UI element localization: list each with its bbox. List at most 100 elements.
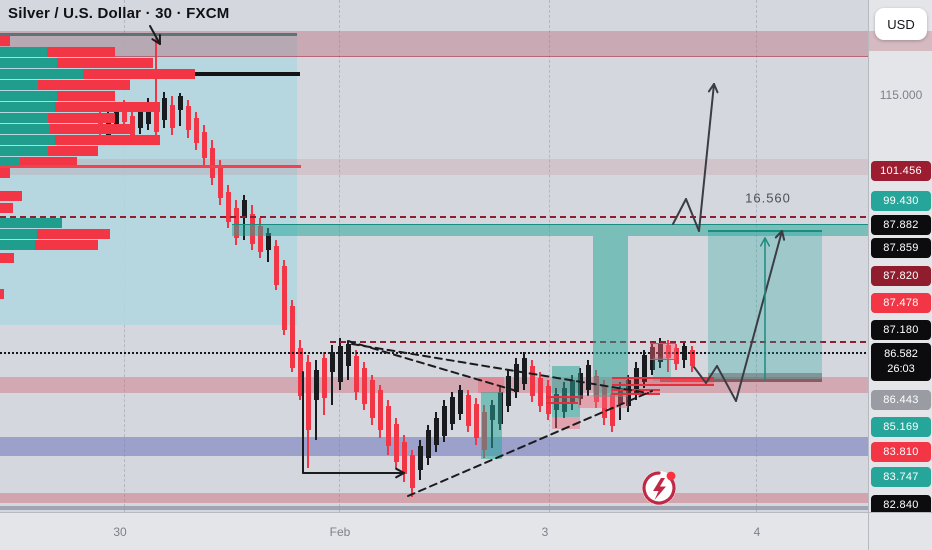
volume-profile-bar-green (0, 157, 20, 167)
time-scale[interactable]: 30 Feb 3 4 (0, 512, 932, 550)
candle-body (153, 112, 159, 132)
price-label: 83.747 (871, 467, 931, 487)
current-price: 86.582 (884, 348, 918, 360)
candle-body (473, 404, 479, 438)
candle-body (585, 365, 591, 390)
volume-profile-bar-red (50, 124, 130, 134)
candle-body (425, 430, 431, 458)
candle-body (377, 390, 383, 430)
candle-wick (331, 345, 333, 405)
volume-profile-bar-red (0, 168, 10, 178)
candle-body (649, 347, 655, 370)
bar-countdown: 26:03 (887, 363, 915, 375)
candle-body (273, 246, 279, 285)
volume-profile-bar-red (37, 229, 110, 239)
price-label: 86.443 (871, 390, 931, 410)
time-axis-corner-divider (868, 513, 869, 550)
candle-wick (155, 38, 157, 138)
volume-profile-bar-red (55, 102, 160, 112)
red-rail-zone (612, 377, 714, 386)
volume-profile-bar-red (48, 113, 115, 123)
volume-profile-bar-red (57, 58, 153, 68)
candle-body (641, 355, 647, 382)
price-scale[interactable]: USD 115.000 101.456 99.430 87.882 87.859 87.8… (868, 0, 932, 512)
candle-body (121, 105, 127, 122)
publisher-logo (640, 468, 680, 508)
candle-body (457, 390, 463, 414)
candle-body (225, 192, 231, 222)
chart-canvas[interactable]: 16.560 (0, 0, 868, 512)
time-tick-4: 4 (753, 525, 761, 539)
candle-body (601, 386, 607, 418)
candle-body (177, 96, 183, 110)
entry-box (650, 343, 676, 360)
candle-wick (315, 360, 317, 440)
volume-profile-bar-green (0, 58, 57, 68)
time-tick-30: 30 (113, 525, 127, 539)
price-label: 87.180 (871, 320, 931, 340)
candle-body (297, 348, 303, 396)
time-tick-3: 3 (541, 525, 549, 539)
volume-profile-bar-red (57, 91, 115, 101)
candle-body (689, 350, 695, 366)
candle-body (201, 132, 207, 158)
price-label: 87.478 (871, 293, 931, 313)
price-note-label: 16.560 (745, 190, 791, 206)
candle-body (217, 168, 223, 198)
volume-profile-bar-red (83, 69, 195, 79)
price-label: 87.882 (871, 215, 931, 235)
zone-b-demand (552, 366, 580, 417)
candle-body (441, 406, 447, 436)
volume-profile-bar-green (0, 113, 48, 123)
volume-profile-bar-green (0, 91, 57, 101)
volume-profile-bar-green (0, 240, 35, 250)
currency-toggle-button[interactable]: USD (875, 8, 927, 40)
candle-body (265, 233, 271, 250)
candle-body (257, 226, 263, 252)
candle-body (433, 418, 439, 445)
price-label: 99.430 (871, 191, 931, 211)
time-tick-Feb: Feb (329, 525, 351, 539)
candle-body (465, 395, 471, 426)
volume-profile-bar-red (47, 47, 115, 57)
red-support-line (0, 165, 301, 168)
candle-body (145, 103, 151, 124)
volume-profile-bar-red (0, 36, 10, 46)
candle-body (665, 345, 671, 358)
session-gridline (339, 0, 340, 512)
candle-body (185, 106, 191, 130)
candle-body (393, 424, 399, 462)
candle-body (369, 380, 375, 418)
price-label: 85.169 (871, 417, 931, 437)
candle-body (417, 446, 423, 470)
candle-body (401, 442, 407, 474)
current-price-label: 86.582 26:03 (871, 343, 931, 381)
volume-profile-bar-red (55, 135, 160, 145)
candle-body (337, 346, 343, 382)
candle-body (409, 455, 415, 488)
volume-profile-bar-red (38, 80, 130, 90)
candle-body (193, 118, 199, 143)
zone-a-stop (478, 377, 504, 393)
candle-body (321, 358, 327, 398)
candle-body (305, 362, 311, 430)
volume-profile-bar-red (0, 203, 13, 213)
volume-profile-bar-green (0, 146, 48, 156)
candle-body (449, 397, 455, 424)
candle-body (329, 352, 335, 372)
symbol-title: Silver / U.S. Dollar · 30 · FXCM (8, 5, 230, 22)
candle-body (505, 376, 511, 406)
dashed-alert-line-upper (0, 216, 866, 218)
price-label: 83.810 (871, 442, 931, 462)
candle-body (609, 394, 615, 426)
volume-profile-bar-green (0, 135, 55, 145)
candle-body (289, 306, 295, 368)
candle-body (345, 344, 351, 366)
volume-profile-bar-green (0, 124, 50, 134)
volume-profile-bar-red (48, 146, 98, 156)
volume-profile-bar-red (20, 157, 77, 167)
candle-body (529, 366, 535, 396)
candle-body (113, 110, 119, 126)
candle-body (169, 105, 175, 128)
